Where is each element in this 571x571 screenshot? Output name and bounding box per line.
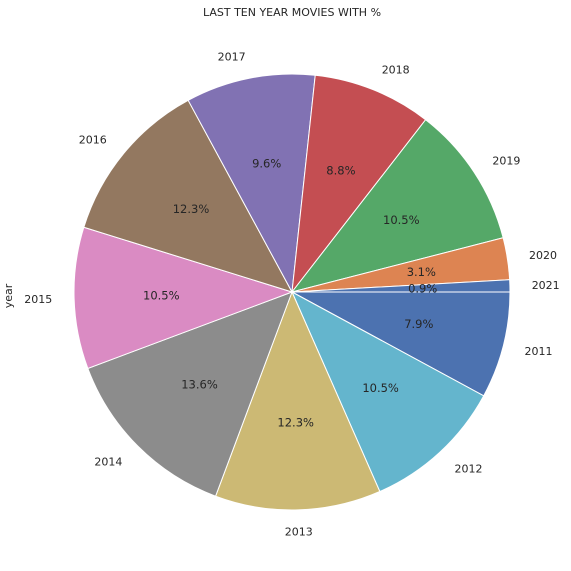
- pie-slice-2015: [73, 226, 294, 370]
- pie-category-label-2019: 2019: [492, 154, 520, 167]
- pie-category-label-2016: 2016: [79, 134, 107, 147]
- pie-category-label-2020: 2020: [529, 249, 557, 262]
- pie-slice-2011: [291, 291, 511, 397]
- pie-value-label-2021: 0.9%: [408, 281, 437, 295]
- pie-value-label-2012: 10.5%: [362, 381, 399, 395]
- pie-labels: 7.9% 2011 10.5% 2012 12.3% 2013 13.6% 2014 10.5%…: [24, 51, 559, 539]
- pie-category-label-2011: 2011: [525, 345, 553, 358]
- pie-slice-2019: [290, 119, 504, 293]
- pie-value-label-2015: 10.5%: [143, 289, 180, 303]
- pie-value-label-2011: 7.9%: [404, 317, 433, 331]
- pie-slice-2017: [187, 73, 316, 294]
- pie-value-label-2017: 9.6%: [252, 157, 281, 171]
- pie-slice-2016: [83, 99, 294, 293]
- pie-slice-2021: [291, 279, 511, 293]
- pie-value-label-2013: 12.3%: [277, 416, 314, 430]
- pie-value-label-2014: 13.6%: [181, 378, 218, 392]
- pie-category-label-2018: 2018: [382, 64, 410, 77]
- pie-category-label-2021: 2021: [532, 279, 560, 292]
- pie-slice-2018: [291, 74, 427, 294]
- pie-category-label-2012: 2012: [455, 462, 483, 475]
- pie-value-label-2020: 3.1%: [407, 265, 436, 279]
- pie-category-label-2013: 2013: [285, 526, 313, 539]
- pie-value-label-2018: 8.8%: [326, 164, 355, 178]
- y-axis-label: year: [2, 283, 15, 308]
- pie-slice-2012: [290, 290, 485, 493]
- pie-value-label-2019: 10.5%: [383, 213, 420, 227]
- pie-slice-2014: [87, 291, 293, 497]
- pie-slices: [73, 73, 511, 511]
- pie-category-label-2014: 2014: [94, 456, 122, 469]
- pie-value-label-2016: 12.3%: [173, 202, 210, 216]
- pie-category-label-2015: 2015: [24, 293, 52, 306]
- pie-slice-2013: [214, 290, 381, 511]
- chart-title: LAST TEN YEAR MOVIES WITH %: [203, 6, 381, 19]
- pie-category-label-2017: 2017: [218, 51, 246, 64]
